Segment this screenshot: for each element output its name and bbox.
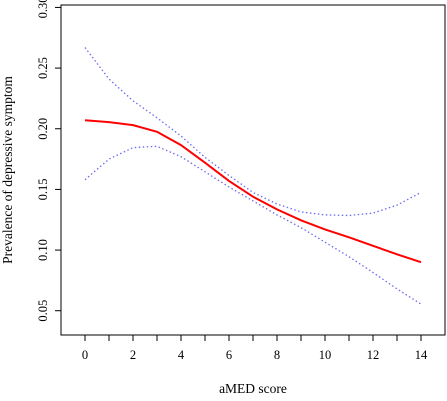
x-tick-label: 14 (415, 348, 428, 362)
plot-frame (60, 4, 446, 336)
x-tick-label: 2 (130, 348, 136, 362)
x-axis: 0 2 4 6 8 10 12 14 (82, 335, 428, 362)
x-tick-label: 0 (82, 348, 88, 362)
y-tick-label: 0.15 (36, 178, 50, 200)
y-axis: 0.05 0.10 0.15 0.20 0.25 0.30 (36, 0, 61, 322)
y-tick-label: 0.25 (36, 57, 50, 79)
y-axis-title: Prevalence of depressive symptom (0, 76, 15, 264)
y-tick-label: 0.20 (36, 118, 50, 140)
series-line-1 (84, 119, 422, 264)
x-tick-label: 6 (226, 348, 232, 362)
x-tick-label: 8 (274, 348, 280, 362)
x-tick-label: 4 (178, 348, 185, 362)
x-tick-label: 12 (367, 348, 380, 362)
y-tick-label: 0.05 (36, 300, 50, 322)
series-line-2 (84, 47, 422, 217)
series-line-3 (84, 145, 422, 305)
series-lines (84, 47, 422, 305)
y-tick-label: 0.10 (36, 239, 50, 261)
x-axis-title: aMED score (219, 381, 287, 396)
x-tick-label: 10 (319, 348, 332, 362)
y-tick-label: 0.30 (36, 0, 50, 18)
